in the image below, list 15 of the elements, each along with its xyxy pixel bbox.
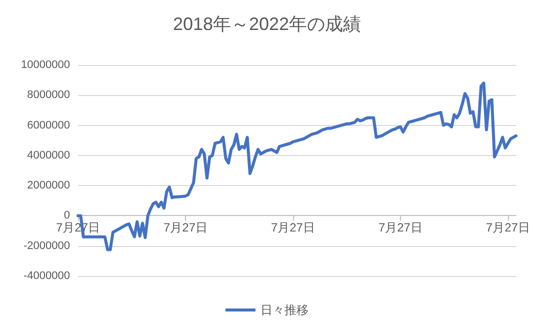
x-tick-label: 7月27日 xyxy=(270,220,315,235)
y-tick-label: -4000000 xyxy=(24,270,70,282)
x-tick-label: 7月27日 xyxy=(163,220,208,235)
x-tick-label: 7月27日 xyxy=(486,220,530,235)
y-tick-label: 10000000 xyxy=(21,59,70,71)
chart-title: 2018年～2022年の成績 xyxy=(172,14,362,34)
line-series xyxy=(76,82,518,252)
x-tick-label: 7月27日 xyxy=(378,220,422,235)
y-tick-label: 2000000 xyxy=(27,180,70,192)
y-tick-label: 6000000 xyxy=(27,119,70,132)
y-tick-label: 0 xyxy=(64,210,70,222)
y-tick-label: -2000000 xyxy=(24,240,70,252)
y-tick-label: 4000000 xyxy=(27,149,70,162)
legend-label: 日々推移 xyxy=(260,303,308,317)
y-tick-label: 8000000 xyxy=(27,89,70,102)
